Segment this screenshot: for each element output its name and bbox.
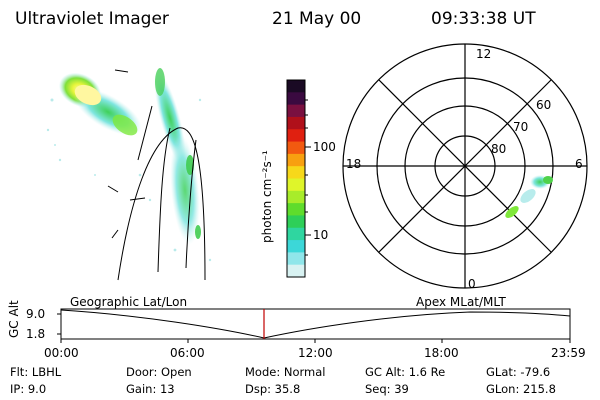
colorbar-cell <box>287 141 305 155</box>
colorbar-cell <box>287 264 305 278</box>
colorbar <box>286 79 311 278</box>
polar-emission <box>505 175 553 218</box>
colorbar-cell <box>287 203 305 217</box>
colorbar-cell <box>287 104 305 118</box>
timeline-ytick-1: 1.8 <box>26 327 46 341</box>
date-label: 21 May 00 <box>272 9 362 29</box>
colorbar-cell <box>287 190 305 204</box>
colorbar-cell <box>287 240 305 253</box>
colorbar-cell <box>287 92 305 106</box>
apex-caption: Apex MLat/MLT <box>416 295 506 309</box>
geographic-image <box>46 68 212 281</box>
colorbar-cell <box>287 116 305 130</box>
colorbar-cell <box>287 80 305 93</box>
lat-label-60: 60 <box>536 98 552 112</box>
timeline-xtick-4: 23:59 <box>551 346 586 360</box>
colorbar-tick-10: 10 <box>313 228 329 242</box>
colorbar-tick-100: 100 <box>313 140 336 154</box>
timeline-xtick-0: 00:00 <box>44 346 79 360</box>
info-ip: IP: 9.0 <box>10 382 47 396</box>
lat-label-80: 80 <box>491 142 507 156</box>
colorbar-cell <box>287 166 305 180</box>
info-gc-alt: GC Alt: 1.6 Re <box>365 365 446 379</box>
mlt-label-18: 18 <box>346 157 362 171</box>
mlt-label-0: 0 <box>468 277 476 291</box>
colorbar-cell <box>287 178 305 192</box>
info-seq: Seq: 39 <box>365 382 409 396</box>
timeline-xtick-3: 18:00 <box>424 346 459 360</box>
timeline-xtick-2: 12:00 <box>298 346 333 360</box>
colorbar-cell <box>287 129 305 143</box>
colorbar-label: photon cm⁻²s⁻¹ <box>260 150 274 243</box>
timeline-plot <box>57 308 571 343</box>
timeline-axis-label: GC Alt <box>7 300 21 338</box>
geographic-caption: Geographic Lat/Lon <box>70 295 188 309</box>
info-dsp: Dsp: 35.8 <box>245 382 301 396</box>
info-filter: Flt: LBHL <box>10 365 62 379</box>
info-glon: GLon: 215.8 <box>486 382 556 396</box>
colorbar-cell <box>287 215 305 229</box>
colorbar-cell <box>287 252 305 266</box>
info-mode: Mode: Normal <box>245 365 326 379</box>
polar-plot <box>342 43 588 289</box>
colorbar-cell <box>287 227 305 241</box>
info-door: Door: Open <box>126 365 192 379</box>
instrument-title: Ultraviolet Imager <box>15 9 169 29</box>
timeline-xtick-1: 06:00 <box>170 346 205 360</box>
lat-label-70: 70 <box>513 120 529 134</box>
mlt-label-6: 6 <box>575 157 583 171</box>
info-glat: GLat: -79.6 <box>486 365 551 379</box>
info-gain: Gain: 13 <box>126 382 175 396</box>
time-label: 09:33:38 UT <box>431 9 536 29</box>
mlt-label-12: 12 <box>476 47 492 61</box>
timeline-ytick-0: 9.0 <box>26 307 46 321</box>
colorbar-cell <box>287 153 305 167</box>
